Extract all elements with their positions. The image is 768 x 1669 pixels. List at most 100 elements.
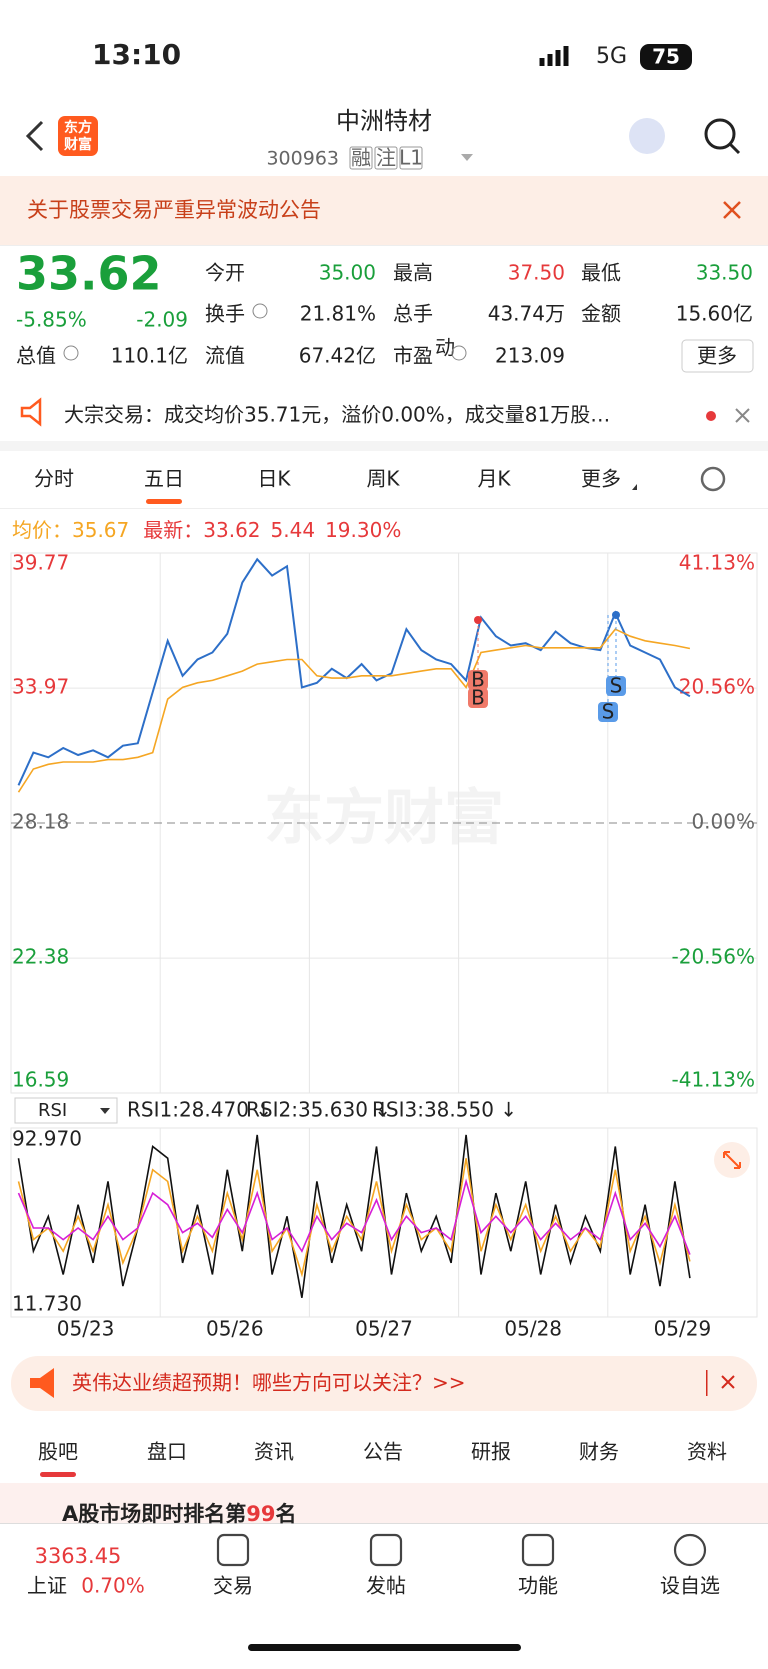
y2-tick-label: 41.13% — [679, 551, 755, 575]
index-pct[interactable]: 0.70% — [81, 1574, 145, 1598]
indicator-select[interactable] — [14, 1097, 118, 1124]
y-tick-label: 16.59 — [12, 1068, 69, 1092]
nav-label[interactable]: 交易 — [213, 1574, 253, 1598]
trade-dot — [612, 611, 620, 619]
tab[interactable]: 日K — [257, 467, 291, 491]
tab-underline — [146, 499, 182, 504]
caret — [461, 154, 473, 161]
index-name[interactable]: 上证 — [27, 1574, 67, 1598]
signal — [539, 46, 569, 66]
nav-label[interactable]: 发帖 — [366, 1574, 406, 1598]
field-value: 213.09 — [495, 344, 565, 368]
stock-code: 300963 — [266, 148, 339, 170]
dot — [706, 411, 716, 421]
y2-tick-label: 0.00% — [691, 810, 755, 834]
more-label[interactable]: 更多 — [697, 344, 737, 368]
time: 13:10 — [92, 38, 181, 71]
close[interactable] — [721, 1375, 735, 1389]
change-pct: -5.85% — [16, 308, 87, 332]
tag-box — [374, 146, 398, 170]
rsi-frame — [10, 1127, 758, 1318]
divider — [0, 508, 768, 509]
notice[interactable]: 关于股票交易严重异常波动公告 — [27, 198, 321, 222]
tab[interactable]: 五日 — [144, 467, 184, 491]
bottom-tab[interactable]: 盘口 — [147, 1440, 187, 1464]
y2-tick-label: 20.56% — [679, 675, 755, 699]
close[interactable] — [723, 201, 741, 219]
nav-icon[interactable] — [216, 1533, 250, 1567]
indicator[interactable]: RSI — [38, 1100, 67, 1121]
block-trade[interactable]: 大宗交易：成交均价35.71元，溢价0.00%，成交量81万股… — [64, 403, 610, 427]
info — [252, 303, 268, 319]
ad-band[interactable] — [11, 1356, 757, 1411]
bottom-tab[interactable]: 资讯 — [254, 1440, 294, 1464]
rsi-tick-label: 11.730 — [12, 1292, 82, 1316]
expand[interactable] — [723, 1151, 741, 1169]
settings[interactable] — [700, 466, 726, 492]
legend-item: 均价： — [12, 518, 72, 542]
marker-label: S — [610, 674, 623, 698]
divider — [0, 441, 768, 451]
series-line — [17, 628, 691, 793]
battery — [640, 44, 692, 70]
tab[interactable]: 月K — [477, 467, 511, 491]
field-value: 43.74万 — [488, 302, 565, 326]
tag-box — [399, 146, 423, 170]
search[interactable] — [704, 118, 736, 150]
field-value: 110.1亿 — [111, 344, 188, 368]
y-tick-label: 22.38 — [12, 945, 69, 969]
tab[interactable]: 分时 — [34, 467, 74, 491]
rsi-legend: RSI1:28.470 ↓ — [127, 1098, 272, 1122]
field-label: 今开 — [205, 261, 245, 285]
tag: 融 — [351, 146, 371, 170]
search[interactable] — [728, 142, 741, 155]
battery-level: 75 — [652, 45, 680, 69]
bottom-tab[interactable]: 公告 — [363, 1440, 403, 1464]
field-label: 最高 — [393, 261, 433, 285]
nav-icon[interactable] — [369, 1533, 403, 1567]
field-value: 35.00 — [319, 261, 376, 285]
network: 5G — [596, 44, 627, 69]
y-tick-label: 39.77 — [12, 551, 69, 575]
more-button[interactable] — [681, 339, 754, 373]
avatar[interactable] — [629, 118, 665, 154]
back[interactable] — [25, 120, 44, 152]
bottom-tab[interactable]: 研报 — [471, 1440, 511, 1464]
nav-icon[interactable] — [521, 1533, 555, 1567]
series-line — [17, 1134, 691, 1298]
bottom-tab[interactable]: 财务 — [579, 1440, 619, 1464]
index-value[interactable]: 3363.45 — [35, 1544, 122, 1568]
field-value: 15.60亿 — [676, 302, 753, 326]
peek-band — [0, 1483, 768, 1523]
rsi-legend: RSI2:35.630 ↓ — [246, 1098, 391, 1122]
field-label: 金额 — [581, 302, 621, 326]
y2-tick-label: -20.56% — [672, 944, 755, 968]
nav-label[interactable]: 设自选 — [660, 1574, 720, 1598]
bottom-tab[interactable]: 资料 — [687, 1440, 727, 1464]
logo-text: 财富 — [63, 136, 92, 153]
nav-label[interactable]: 功能 — [518, 1574, 558, 1598]
ad[interactable]: 英伟达业绩超预期！哪些方向可以关注？>> — [72, 1371, 466, 1395]
tab[interactable]: 更多 — [581, 467, 621, 491]
field-label: 市盈 — [393, 344, 433, 368]
legend-item: 19.30% — [325, 518, 401, 542]
field-value: 67.42亿 — [299, 344, 376, 368]
peek: A股市场即时排名第99名 — [62, 1502, 297, 1526]
y-tick-label: 33.97 — [12, 675, 69, 699]
logo-text: 东方 — [64, 119, 92, 136]
notice-band — [0, 176, 768, 245]
nav-icon[interactable] — [673, 1533, 707, 1567]
field-value: 21.81% — [300, 302, 376, 326]
series-line — [17, 557, 691, 786]
y-tick-label: 28.18 — [12, 810, 69, 834]
close[interactable] — [735, 408, 750, 423]
price: 33.62 — [16, 247, 162, 301]
field-label: 流值 — [205, 344, 245, 368]
marker — [598, 702, 618, 722]
trade-dot — [474, 616, 482, 624]
rsi-tick-label: 92.970 — [12, 1127, 82, 1151]
x-tick-label: 05/26 — [206, 1317, 264, 1341]
tab[interactable]: 周K — [366, 467, 400, 491]
bottom-tab[interactable]: 股吧 — [38, 1440, 78, 1464]
caret — [100, 1108, 110, 1114]
